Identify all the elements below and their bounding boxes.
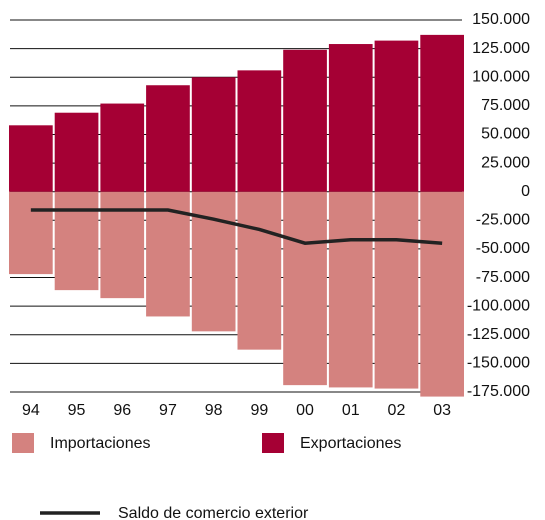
y-tick-label: -75.000 [476, 269, 530, 286]
y-tick-label: -50.000 [476, 240, 530, 257]
y-tick-label: -150.000 [467, 355, 530, 372]
y-tick-label: -25.000 [476, 212, 530, 229]
y-tick-label: 50.000 [481, 126, 530, 143]
y-tick-label: -100.000 [467, 297, 530, 314]
legend-label: Saldo de comercio exterior [118, 505, 309, 520]
bar [420, 191, 464, 397]
x-tick-label: 94 [22, 402, 40, 419]
bar [283, 49, 327, 192]
legend-label: Exportaciones [300, 435, 401, 452]
y-tick-label: 100.000 [472, 68, 530, 85]
y-tick-label: 0 [521, 183, 530, 200]
bar [146, 85, 190, 192]
bar [191, 191, 236, 332]
y-tick-label: 75.000 [481, 97, 530, 114]
legend-swatch [262, 433, 284, 453]
x-tick-label: 97 [159, 402, 177, 419]
y-tick-label: -175.000 [467, 383, 530, 400]
x-tick-label: 00 [296, 402, 314, 419]
y-tick-label: -125.000 [467, 326, 530, 343]
bar [237, 70, 282, 192]
x-tick-label: 01 [342, 402, 360, 419]
line [30, 208, 443, 245]
x-tick-label: 03 [433, 402, 451, 419]
bar [420, 34, 464, 192]
bar [328, 191, 373, 388]
bar [374, 40, 419, 192]
bar [237, 191, 282, 350]
bar [328, 44, 373, 192]
x-tick-label: 02 [388, 402, 406, 419]
x-tick-label: 96 [113, 402, 131, 419]
bar [283, 191, 327, 386]
bar [9, 191, 53, 275]
x-tick-label: 95 [68, 402, 86, 419]
bar [54, 112, 99, 192]
y-tick-label: 150.000 [472, 11, 530, 28]
bar [100, 191, 145, 299]
bar [54, 191, 99, 291]
bar [100, 103, 145, 192]
bar [9, 125, 53, 192]
legend-label: Importaciones [50, 435, 151, 452]
y-tick-label: 25.000 [481, 154, 530, 171]
x-tick-label: 98 [205, 402, 223, 419]
bar [191, 77, 236, 192]
bar [374, 191, 419, 389]
x-tick-label: 99 [250, 402, 268, 419]
y-tick-label: 125.000 [472, 40, 530, 57]
legend-swatch [12, 433, 34, 453]
